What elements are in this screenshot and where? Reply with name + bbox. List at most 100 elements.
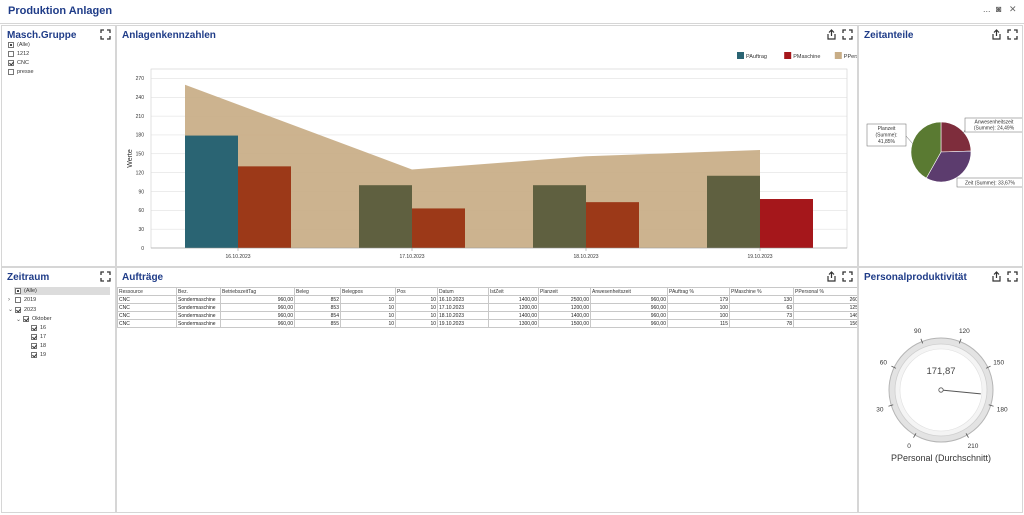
- table-cell: 78: [729, 319, 794, 328]
- checkbox[interactable]: [15, 306, 21, 313]
- column-header[interactable]: Pos: [395, 287, 438, 296]
- y-tick-label: 0: [141, 246, 144, 252]
- y-tick-label: 90: [138, 189, 144, 195]
- restore-button[interactable]: ◙: [996, 4, 1002, 14]
- column-header[interactable]: Ressource: [117, 287, 177, 296]
- checkbox[interactable]: [31, 343, 37, 350]
- gauge-tick: [988, 404, 994, 407]
- gauge-tick: [985, 365, 991, 369]
- checkbox[interactable]: [31, 334, 37, 340]
- gauge-tick-label: 150: [993, 360, 1004, 367]
- checkbox[interactable]: [31, 352, 37, 359]
- column-header[interactable]: Datum: [437, 287, 489, 296]
- panel-title-anlagenkennzahlen: Anlagenkennzahlen: [122, 30, 216, 41]
- y-tick-label: 180: [136, 133, 145, 139]
- table-cell: 1300,00: [488, 319, 539, 328]
- fullscreen-icon[interactable]: [1007, 29, 1018, 40]
- export-icon[interactable]: [991, 29, 1002, 40]
- checkbox[interactable]: [8, 69, 14, 75]
- column-header[interactable]: PMaschine %: [729, 287, 794, 296]
- table-cell: CNC: [117, 295, 177, 304]
- table-row[interactable]: CNC Sondermaschine 960,00 855 10 10 19.10.2023…: [117, 319, 857, 328]
- checkbox[interactable]: [23, 316, 29, 323]
- panel-tools: [991, 29, 1018, 40]
- table-cell: 960,00: [590, 311, 668, 320]
- column-header[interactable]: Beleg: [294, 287, 341, 296]
- minimize-button[interactable]: ...: [983, 4, 991, 14]
- filter-item-label: 18: [40, 343, 47, 350]
- panel-auftraege: Aufträge Ressource Bez. BetriebszeitTag Bel…: [116, 267, 858, 513]
- filter-item[interactable]: 16: [24, 324, 46, 331]
- filter-item-label: (Alle): [24, 288, 37, 294]
- filter-item[interactable]: 18: [24, 343, 47, 350]
- collapse-icon[interactable]: ⌄: [8, 307, 14, 314]
- table-cell: Sondermaschine: [176, 311, 221, 320]
- y-tick-label: 240: [136, 95, 145, 101]
- selected-row-highlight: [14, 287, 110, 295]
- expand-icon[interactable]: ›: [8, 297, 10, 304]
- checkbox[interactable]: [8, 42, 14, 48]
- close-button[interactable]: ✕: [1009, 4, 1017, 14]
- table-row[interactable]: CNC Sondermaschine 960,00 853 10 10 17.10.2023…: [117, 303, 857, 312]
- filter-item-label: 2019: [24, 297, 37, 304]
- pie-slice-2: [940, 121, 972, 153]
- fullscreen-icon[interactable]: [100, 271, 111, 282]
- panel-tools: [826, 29, 853, 40]
- table-header-row: Ressource Bez. BetriebszeitTag Beleg Belegpo…: [117, 287, 857, 296]
- table-cell: 10: [395, 319, 438, 328]
- filter-item[interactable]: presse: [8, 69, 34, 75]
- fullscreen-icon[interactable]: [1007, 271, 1018, 282]
- column-header[interactable]: PPersonal %: [793, 287, 857, 296]
- column-header[interactable]: PAuftrag %: [667, 287, 730, 296]
- column-header[interactable]: IstZeit: [488, 287, 539, 296]
- pie-slice-0: [910, 121, 942, 179]
- fullscreen-icon[interactable]: [100, 29, 111, 40]
- export-icon[interactable]: [826, 271, 837, 282]
- panel-title-masch-gruppe: Masch.Gruppe: [7, 30, 77, 41]
- filter-item[interactable]: ⌄ Oktober: [16, 316, 52, 323]
- checkbox[interactable]: [15, 288, 21, 294]
- checkbox[interactable]: [15, 297, 21, 304]
- panel-masch-gruppe: Masch.Gruppe (Alle) 1212 CNC presse: [1, 25, 116, 267]
- column-header[interactable]: Bez.: [176, 287, 221, 296]
- checkbox[interactable]: [8, 51, 14, 57]
- y-tick-label: 210: [136, 114, 145, 120]
- table-cell: 960,00: [590, 319, 668, 328]
- filter-item[interactable]: 17: [24, 334, 46, 340]
- filter-item[interactable]: 19: [24, 352, 46, 359]
- column-header[interactable]: Belegpos: [340, 287, 396, 296]
- table-row[interactable]: CNC Sondermaschine 960,00 854 10 10 18.10.2023…: [117, 311, 857, 320]
- fullscreen-icon[interactable]: [842, 29, 853, 40]
- column-header[interactable]: Planzeit: [538, 287, 591, 296]
- legend-label-PMaschine: PMaschine: [793, 54, 820, 60]
- table-cell: 10: [340, 303, 396, 312]
- pie-leader-line: [962, 129, 966, 135]
- collapse-icon[interactable]: ⌄: [16, 316, 22, 323]
- filter-item[interactable]: (Alle): [8, 288, 37, 294]
- gauge-value: 171,87: [926, 366, 955, 377]
- export-icon[interactable]: [991, 271, 1002, 282]
- filter-item[interactable]: 1212: [8, 51, 29, 57]
- table-cell: 10: [395, 303, 438, 312]
- pie-label-planzeit: Planzeit: [878, 126, 896, 132]
- table-cell: Sondermaschine: [176, 295, 221, 304]
- fullscreen-icon[interactable]: [842, 271, 853, 282]
- table-cell: 1400,00: [488, 295, 539, 304]
- table-cell: 853: [294, 303, 341, 312]
- checkbox[interactable]: [31, 324, 37, 331]
- filter-item[interactable]: › 2019: [8, 297, 37, 304]
- column-header[interactable]: BetriebszeitTag: [220, 287, 295, 296]
- y-tick-label: 120: [136, 170, 145, 176]
- column-header[interactable]: Anwesenheitszeit: [590, 287, 668, 296]
- filter-item[interactable]: CNC: [8, 60, 29, 66]
- bar-PAuftrag-0: [185, 135, 238, 248]
- filter-item[interactable]: (Alle): [8, 42, 30, 48]
- table-cell: 1400,00: [538, 311, 591, 320]
- export-icon[interactable]: [826, 29, 837, 40]
- pie-label-box-zeit: [956, 177, 1022, 188]
- panel-tools: [100, 271, 111, 282]
- table-row[interactable]: CNC Sondermaschine 960,00 852 10 10 16.10.2023…: [117, 295, 857, 304]
- table-cell: 1200,00: [538, 303, 591, 312]
- checkbox[interactable]: [8, 60, 14, 66]
- filter-item[interactable]: ⌄ 2023: [8, 306, 36, 313]
